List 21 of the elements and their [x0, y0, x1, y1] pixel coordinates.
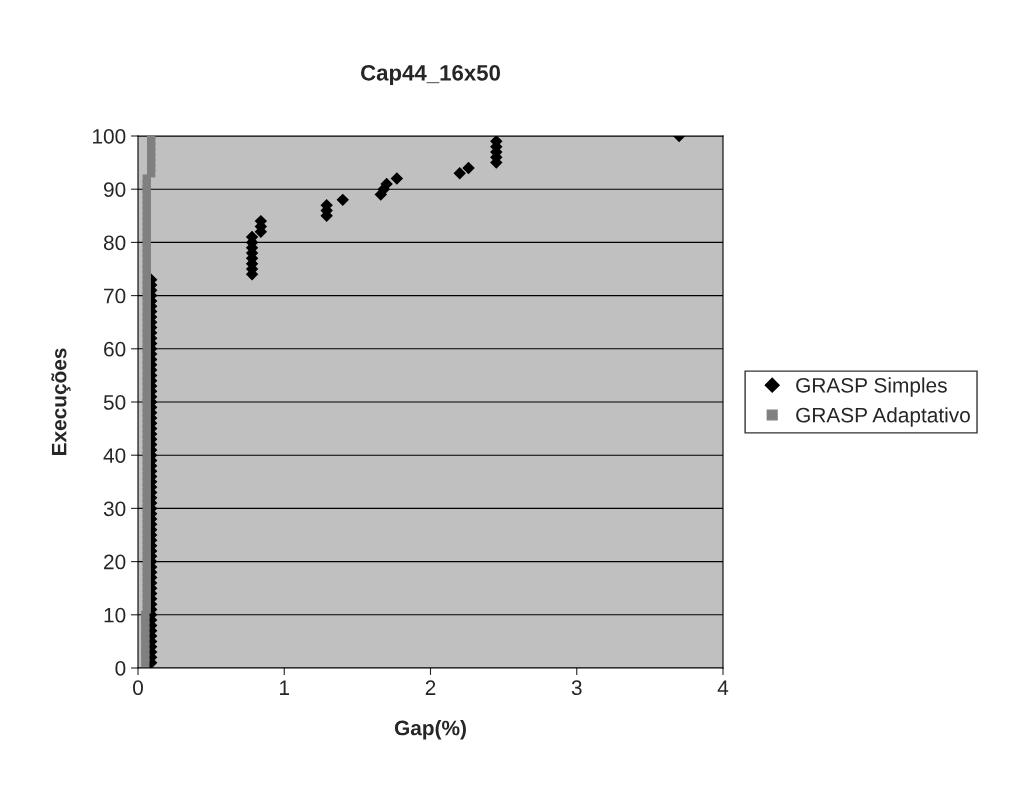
x-tick-label: 0: [133, 680, 143, 696]
y-tick-label: 30: [103, 501, 126, 517]
y-tick-label: 50: [103, 395, 126, 410]
y-axis-title: Execuções: [51, 348, 71, 456]
y-tick-label: 20: [104, 554, 126, 570]
x-axis-title: Gap(%): [394, 720, 466, 740]
x-tick-label: 2: [425, 680, 436, 695]
y-tick-label: 90: [104, 182, 126, 197]
y-tick-label: 60: [104, 341, 126, 357]
legend-label: GRASP Adaptativo: [796, 407, 970, 427]
y-tick-label: 100: [93, 129, 126, 144]
x-tick-label: 3: [571, 680, 582, 696]
y-tick-label: 0: [115, 661, 126, 676]
x-tick-label: 1: [280, 680, 290, 695]
y-tick-label: 10: [104, 607, 126, 623]
y-tick-label: 70: [104, 288, 126, 304]
chart-title: Cap44_16x50: [360, 64, 501, 86]
y-tick-label: 40: [103, 448, 126, 463]
y-tick-label: 80: [103, 235, 126, 251]
legend-label: GRASP Simples: [796, 377, 947, 397]
x-tick-label: 4: [717, 680, 729, 695]
